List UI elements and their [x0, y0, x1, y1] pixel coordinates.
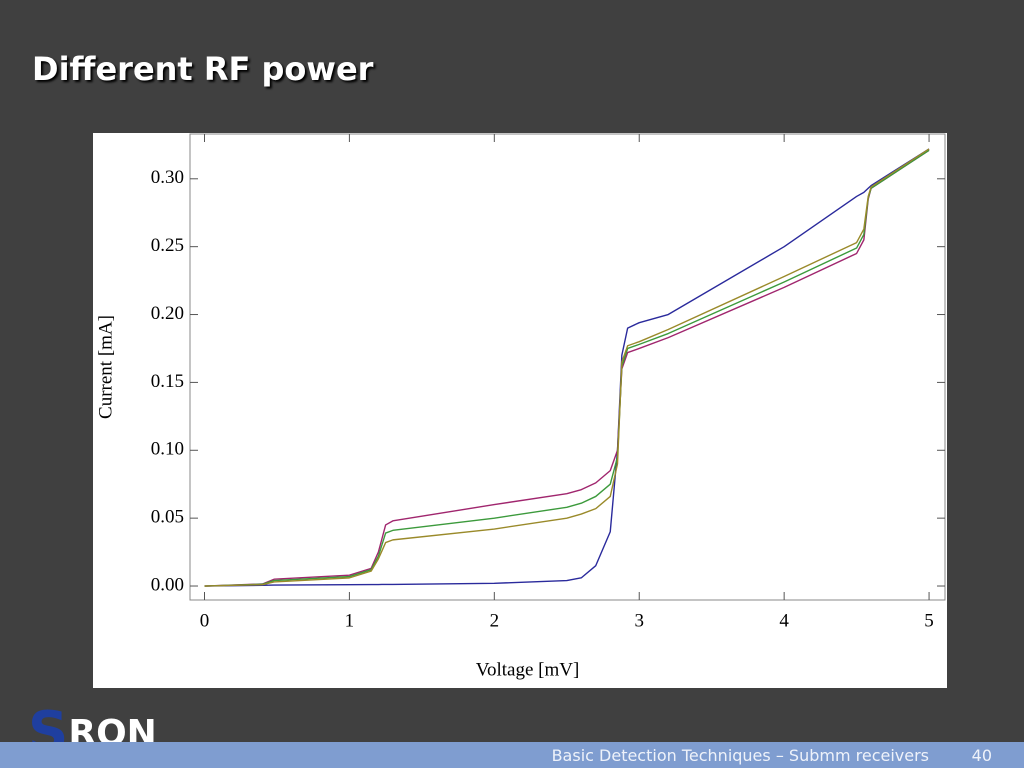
y-axis-label: Current [mA] — [95, 315, 116, 419]
x-tick-label: 0 — [200, 610, 210, 631]
y-tick-label: 0.05 — [151, 507, 184, 528]
slide-title: Different RF power — [32, 50, 374, 88]
x-tick-label: 2 — [490, 610, 500, 631]
page-number: 40 — [971, 746, 992, 765]
x-tick-label: 5 — [924, 610, 934, 631]
chart-panel: 0.00 0.05 0.10 0.15 0.20 0.25 0.30 0 1 2 3 4 5 Voltag… — [93, 133, 947, 688]
series-line — [204, 148, 930, 587]
footer: Basic Detection Techniques – Submm recei… — [0, 742, 1024, 768]
y-tick-label: 0.15 — [151, 371, 184, 392]
series-line — [204, 148, 930, 587]
y-tick-label: 0.10 — [151, 439, 184, 460]
chart: 0.00 0.05 0.10 0.15 0.20 0.25 0.30 0 1 2 3 4 5 Voltag… — [95, 133, 946, 680]
x-axis-label: Voltage [mV] — [476, 659, 580, 680]
x-tick-label: 3 — [634, 610, 644, 631]
x-tick-label: 1 — [345, 610, 355, 631]
footer-text: Basic Detection Techniques – Submm recei… — [551, 746, 929, 765]
series-line — [204, 149, 930, 587]
plot-frame — [189, 133, 946, 601]
x-tick-label: 4 — [779, 610, 789, 631]
y-tick-label: 0.20 — [151, 303, 184, 324]
series-line — [204, 149, 930, 587]
y-tick-label: 0.25 — [151, 235, 184, 256]
y-tick-label: 0.00 — [151, 574, 184, 595]
y-tick-label: 0.30 — [151, 167, 184, 188]
